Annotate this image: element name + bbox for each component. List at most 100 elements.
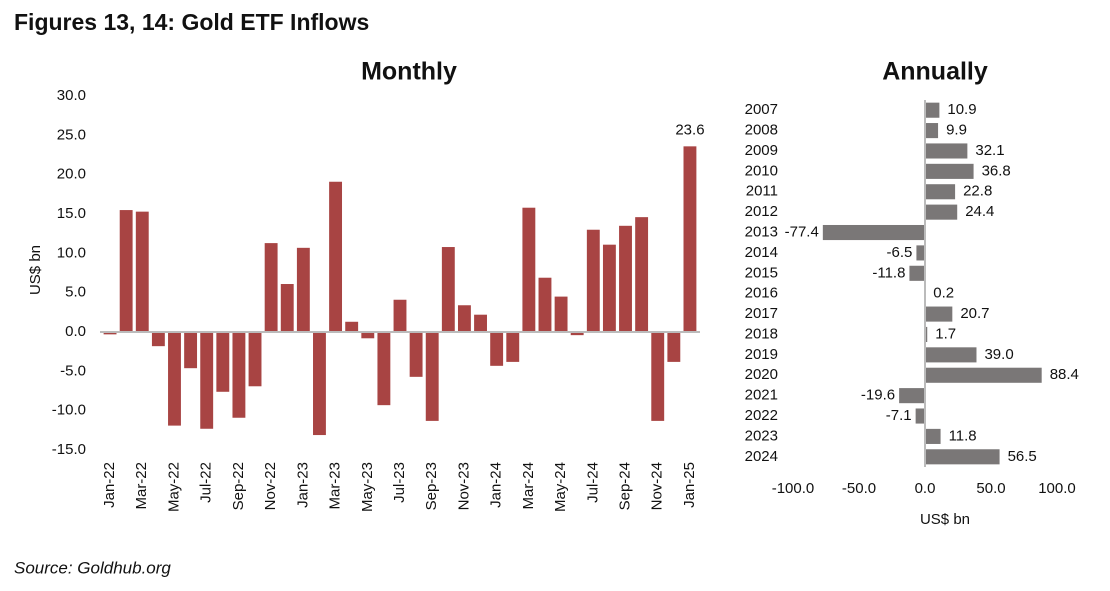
y-axis-label: US$ bn <box>27 245 44 295</box>
bar <box>409 332 423 377</box>
bar <box>474 314 487 332</box>
bar <box>490 332 504 366</box>
source: Source: Goldhub.org <box>14 558 171 577</box>
x-tick-label: Nov-23 <box>455 462 472 510</box>
bar <box>151 332 165 347</box>
bar <box>329 181 343 332</box>
data-label: 10.9 <box>947 101 976 118</box>
y-tick-label: 2023 <box>745 427 778 444</box>
x-tick-label: Jul-24 <box>584 462 601 503</box>
bar <box>586 229 600 332</box>
data-label: -11.8 <box>872 264 905 281</box>
y-tick-label: 2007 <box>745 101 778 118</box>
bar <box>200 332 214 429</box>
bar <box>909 265 925 281</box>
x-tick-label: Jan-22 <box>101 462 118 508</box>
bar <box>506 332 520 362</box>
x-tick-label: 100.0 <box>1038 480 1076 497</box>
bar <box>103 332 117 335</box>
data-label: -19.6 <box>861 387 895 404</box>
bar <box>554 296 568 332</box>
bar <box>925 428 941 444</box>
bar <box>296 247 310 332</box>
bar <box>925 367 1042 383</box>
y-tick-label: 5.0 <box>65 284 86 301</box>
bar <box>361 332 375 339</box>
data-label: 23.6 <box>675 121 704 138</box>
y-tick-label: -15.0 <box>52 441 86 458</box>
y-tick-label: 30.0 <box>57 87 86 104</box>
data-label: 39.0 <box>984 346 1013 363</box>
chart-title: Monthly <box>361 58 457 86</box>
bar <box>925 184 956 200</box>
y-tick-label: 2018 <box>745 325 778 342</box>
x-tick-label: Jan-25 <box>681 462 698 508</box>
bar <box>925 102 940 118</box>
y-tick-label: 2014 <box>745 244 778 261</box>
bar <box>377 332 391 406</box>
x-tick-label: -100.0 <box>772 480 815 497</box>
bar <box>216 332 230 392</box>
data-label: -6.5 <box>887 244 913 261</box>
bar <box>135 211 149 332</box>
bar <box>538 277 552 332</box>
data-label: -77.4 <box>785 223 819 240</box>
y-tick-label: -5.0 <box>60 362 86 379</box>
bar <box>925 347 977 363</box>
bar <box>232 332 246 418</box>
y-tick-label: 20.0 <box>57 166 86 183</box>
bar <box>602 244 616 332</box>
bar <box>925 143 968 159</box>
bar <box>184 332 198 369</box>
y-tick-label: 2020 <box>745 366 778 383</box>
x-tick-label: May-23 <box>359 462 376 512</box>
bar <box>280 284 294 332</box>
x-tick-label: Sep-24 <box>616 462 633 510</box>
x-tick-label: Jan-24 <box>488 462 505 508</box>
y-tick-label: 2009 <box>745 142 778 159</box>
y-tick-label: 2008 <box>745 122 778 139</box>
bar <box>925 326 928 343</box>
data-label: 56.5 <box>1008 448 1037 465</box>
bar <box>619 225 632 332</box>
bar <box>822 224 925 241</box>
bar <box>168 332 181 426</box>
y-tick-label: 25.0 <box>57 126 86 143</box>
y-tick-label: 15.0 <box>57 205 86 222</box>
bar <box>393 299 407 332</box>
x-tick-label: Mar-23 <box>327 462 344 510</box>
y-tick-label: 2012 <box>745 203 778 220</box>
bar <box>925 123 939 139</box>
data-label: 20.7 <box>960 305 989 322</box>
y-tick-label: 2022 <box>745 407 778 424</box>
x-tick-label: Jan-23 <box>294 462 311 508</box>
bar <box>425 332 439 421</box>
bar <box>345 321 359 332</box>
y-tick-label: 2011 <box>746 183 778 200</box>
x-tick-label: May-22 <box>165 462 182 512</box>
x-tick-label: Jul-23 <box>391 462 408 503</box>
bar <box>651 332 665 421</box>
x-tick-label: Mar-24 <box>520 462 537 510</box>
data-label: 11.8 <box>949 427 977 444</box>
data-label: 88.4 <box>1050 366 1079 383</box>
x-axis-label: US$ bn <box>920 511 970 528</box>
y-tick-label: 2021 <box>745 387 778 404</box>
bar <box>667 332 681 362</box>
y-tick-label: 2010 <box>745 162 778 179</box>
x-tick-label: -50.0 <box>842 480 876 497</box>
bar <box>925 306 953 322</box>
y-tick-label: 2015 <box>745 264 778 281</box>
data-label: 32.1 <box>975 142 1004 159</box>
data-label: 0.2 <box>933 285 954 302</box>
bar <box>119 210 133 332</box>
x-tick-label: May-24 <box>552 462 569 512</box>
bar <box>925 163 974 179</box>
data-label: 36.8 <box>982 162 1011 179</box>
data-label: 1.7 <box>935 325 956 342</box>
bar <box>635 217 649 332</box>
bar <box>683 146 697 332</box>
bar <box>899 388 925 404</box>
bar <box>522 207 536 332</box>
y-tick-label: 2019 <box>745 346 778 363</box>
